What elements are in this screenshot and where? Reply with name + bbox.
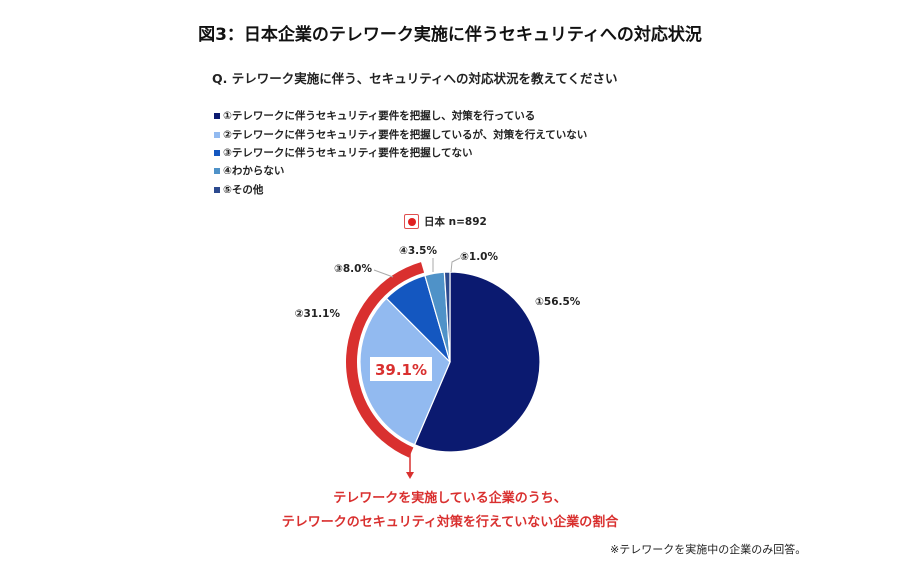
pie-slice [413,271,541,453]
legend-label: ③テレワークに伴うセキュリティ要件を把握してない [223,147,473,159]
legend-item: ①テレワークに伴うセキュリティ要件を把握し、対策を行っている [214,108,535,123]
legend-swatch [214,167,220,174]
question-text: Q. テレワーク実施に伴う、セキュリティへの対応状況を教えてください [212,71,618,86]
legend-item: ⑤その他 [214,182,263,197]
japan-flag-icon [404,214,419,229]
legend-label: ⑤その他 [223,184,264,196]
highlight-value: 39.1% [375,361,427,379]
legend-label: ②テレワークに伴うセキュリティ要件を把握しているが、対策を行えていない [223,129,588,141]
legend-item: ④わからない [214,163,284,178]
series-legend-label: 日本 n=892 [424,216,487,228]
legend-label: ①テレワークに伴うセキュリティ要件を把握し、対策を行っている [223,110,536,122]
series-legend: 日本 n=892 [404,214,487,229]
highlight-value-box [370,357,432,381]
legend-swatch [214,131,220,138]
label-leader-line [373,269,394,278]
legend-swatch [214,186,220,193]
legend-swatch [214,112,220,119]
legend-swatch [214,149,220,156]
legend-item: ③テレワークに伴うセキュリティ要件を把握してない [214,145,472,160]
highlight-arc [346,262,425,458]
pie-slice [443,271,451,363]
footnote: ※テレワークを実施中の企業のみ回答。 [610,543,807,556]
slice-data-label: ④3.5% [399,245,437,257]
slice-data-label: ②31.1% [295,308,341,320]
highlight-caption-line1: テレワークを実施している企業のうち、 [333,491,567,506]
legend-item: ②テレワークに伴うセキュリティ要件を把握しているが、対策を行えていない [214,127,587,142]
chart-title: 図3：日本企業のテレワーク実施に伴うセキュリティへの対応状況 [198,25,702,45]
slice-data-label: ⑤1.0% [460,251,498,263]
legend-label: ④わからない [223,165,285,177]
label-leader-line [450,257,461,273]
highlight-caption-line2: テレワークのセキュリティ対策を行えていない企業の割合 [281,515,619,530]
arrow-down-icon [406,472,414,479]
slice-data-label: ①56.5% [535,296,581,308]
slice-data-label: ③8.0% [334,263,372,275]
